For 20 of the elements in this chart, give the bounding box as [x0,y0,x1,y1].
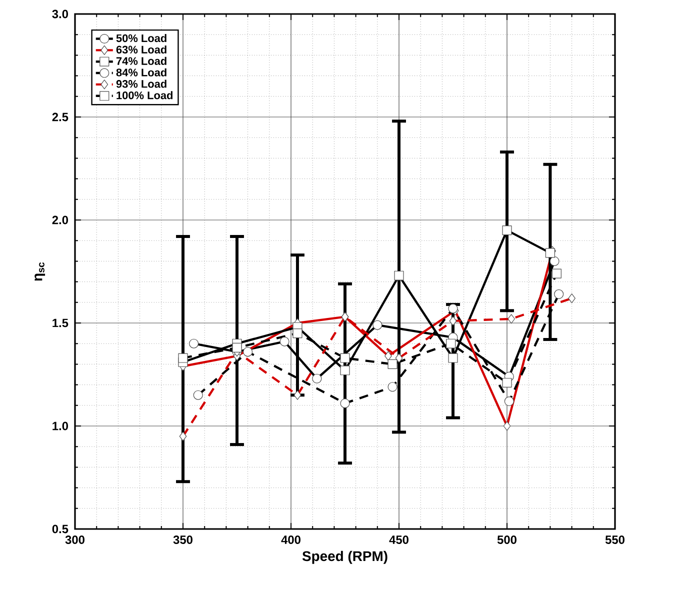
legend-label: 74% Load [116,56,166,65]
y-axis-title: η$_{sc}$ [34,262,46,281]
x-tick-label: 550 [605,536,624,544]
y-tick-label: 2.0 [52,216,68,224]
x-axis-title: Speed (RPM) [302,550,388,564]
x-tick-label: 300 [65,536,84,544]
x-tick-label: 500 [497,536,516,544]
legend-label: 63% Load [116,45,166,54]
y-tick-label: 3.0 [52,10,68,18]
y-tick-label: 1.5 [52,318,68,328]
legend-label: 50% Load [116,34,166,42]
x-tick-label: 350 [173,536,192,544]
legend-label: 93% Load [116,80,166,88]
legend-label: 100% Load [116,91,172,100]
x-tick-label: 450 [389,536,408,544]
y-tick-label: 2.5 [52,112,68,122]
x-tick-label: 400 [281,536,300,544]
legend-label: 84% Load [116,68,166,76]
y-tick-label: 0.5 [52,524,68,534]
y-tick-label: 1.0 [52,422,68,430]
